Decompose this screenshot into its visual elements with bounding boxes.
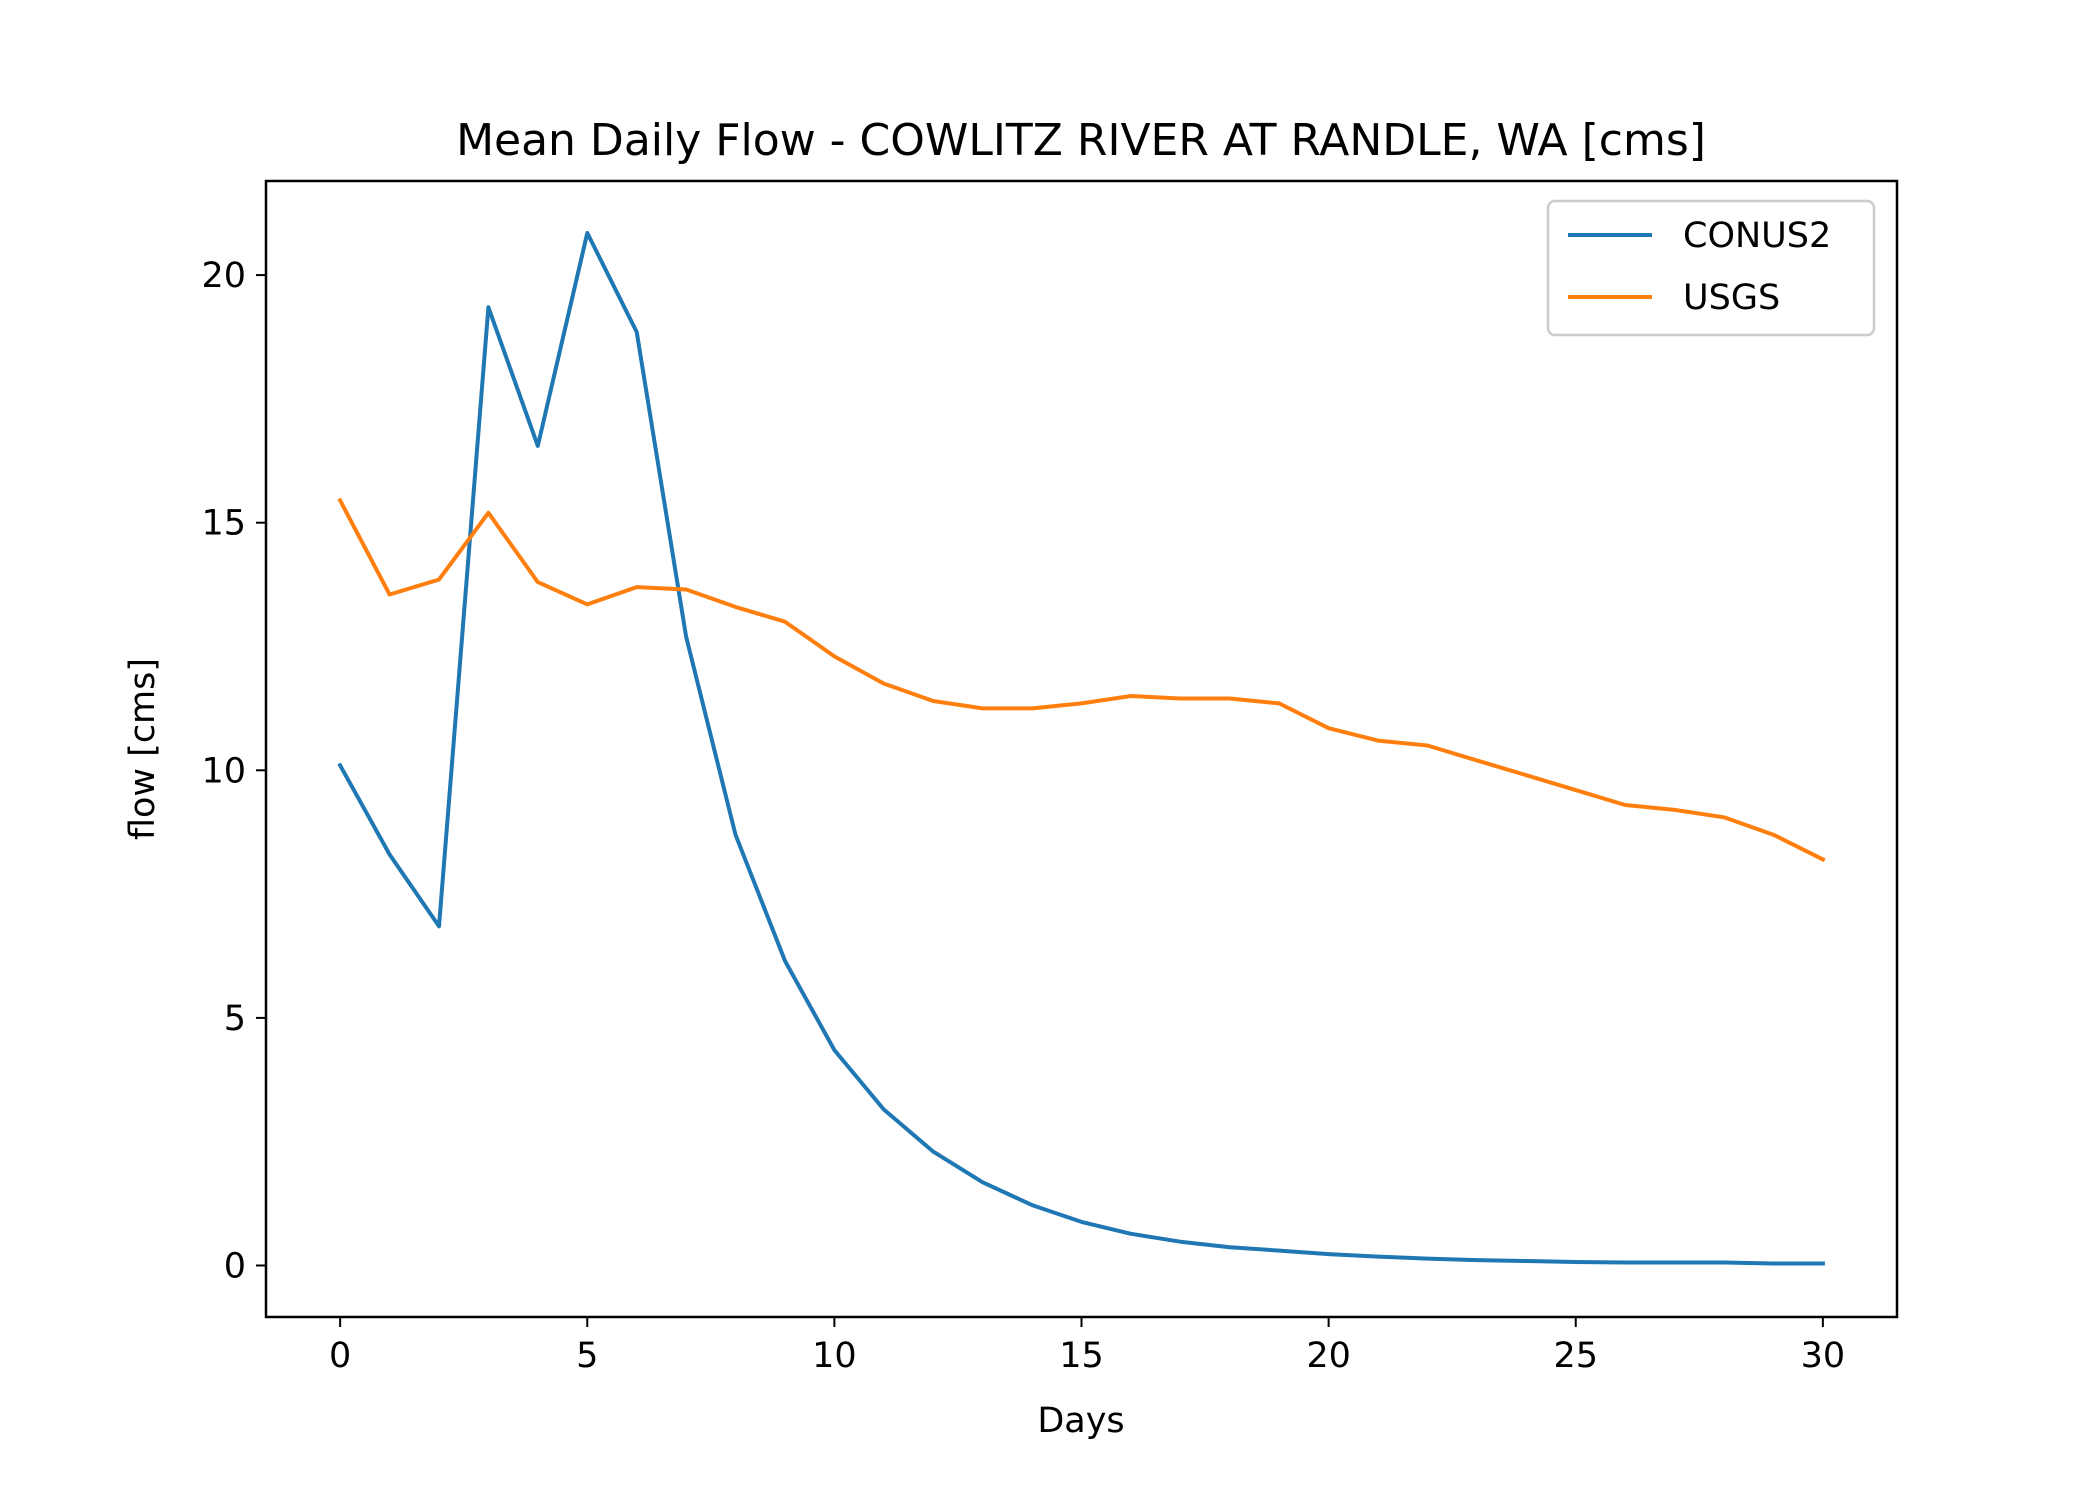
legend: CONUS2 USGS [1546,199,1876,337]
x-tick-label: 30 [1801,1336,1846,1376]
series-lines [337,231,1826,1266]
legend-entries: CONUS2 USGS [1568,216,1831,318]
y-tick-label: 5 [224,999,246,1039]
x-axis-label: Days [1037,1401,1124,1441]
x-tick-label: 15 [1059,1336,1104,1376]
x-tick-label: 25 [1553,1336,1598,1376]
x-tick-label: 10 [812,1336,857,1376]
legend-label-conus2: CONUS2 [1683,216,1831,256]
y-axis-ticks: 0 5 10 15 20 [201,256,266,1286]
chart-title: Mean Daily Flow - COWLITZ RIVER AT RANDL… [456,115,1706,166]
x-tick-label: 5 [576,1336,598,1376]
x-tick-label: 20 [1306,1336,1351,1376]
y-tick-label: 0 [224,1246,246,1286]
y-tick-label: 15 [201,504,246,544]
legend-label-usgs: USGS [1683,278,1780,318]
y-tick-label: 10 [201,751,246,791]
series-line-usgs [337,497,1826,863]
y-axis-label: flow [cms] [123,658,163,840]
x-axis-ticks: 0 5 10 15 20 25 30 [329,1317,1845,1376]
y-tick-label: 20 [201,256,246,296]
series-line-conus2 [337,231,1825,1266]
x-tick-label: 0 [329,1336,351,1376]
